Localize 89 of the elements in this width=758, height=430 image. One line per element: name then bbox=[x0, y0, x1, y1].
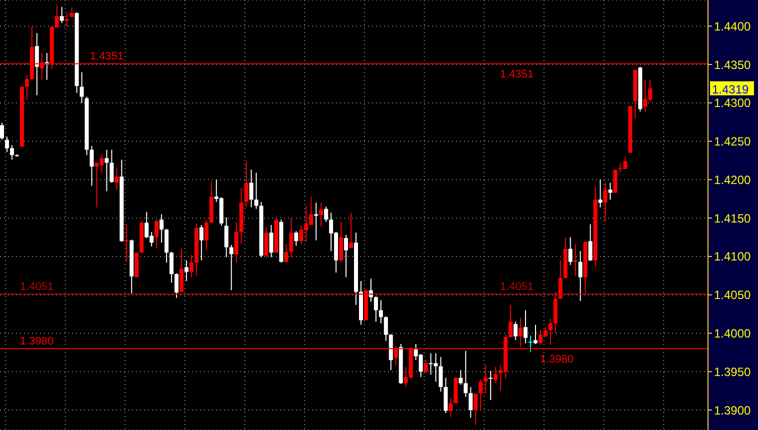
y-tick-label: 1.3900 bbox=[714, 403, 752, 418]
candlestick bbox=[324, 206, 328, 222]
candlestick bbox=[374, 296, 378, 322]
candlestick bbox=[154, 219, 159, 249]
candlestick bbox=[294, 230, 298, 246]
text: 1.4051 bbox=[500, 281, 534, 294]
candlestick bbox=[438, 356, 443, 392]
candlestick bbox=[484, 364, 488, 394]
ref-line-label: 1.4051 bbox=[20, 281, 54, 294]
candlestick bbox=[314, 202, 318, 241]
candlestick bbox=[339, 221, 344, 264]
y-tick-label: 1.4400 bbox=[714, 19, 752, 34]
candlestick bbox=[444, 377, 448, 414]
candlestick bbox=[234, 221, 238, 264]
candlestick bbox=[189, 254, 194, 278]
candlestick bbox=[613, 169, 618, 194]
candlestick bbox=[344, 234, 348, 278]
candlestick bbox=[494, 366, 498, 384]
candlestick bbox=[468, 386, 473, 418]
candlestick bbox=[603, 182, 608, 222]
candlestick bbox=[349, 212, 354, 249]
y-tick-label: 1.4100 bbox=[714, 250, 752, 264]
candlestick bbox=[160, 214, 164, 244]
candlestick bbox=[319, 202, 324, 228]
candlestick bbox=[533, 324, 538, 344]
candlestick bbox=[164, 228, 169, 264]
candlestick bbox=[528, 335, 533, 352]
candlestick bbox=[70, 7, 74, 18]
y-tick-label: 1.4350 bbox=[714, 58, 752, 72]
candlestick bbox=[448, 397, 453, 418]
candlestick bbox=[4, 136, 9, 153]
candlestick bbox=[458, 370, 463, 386]
candlestick bbox=[114, 168, 119, 190]
candlestick bbox=[34, 32, 39, 96]
text: 1.4351 bbox=[500, 68, 534, 81]
candlestick bbox=[514, 321, 518, 341]
candlestick bbox=[104, 149, 109, 192]
candlestick bbox=[0, 122, 4, 140]
candlestick bbox=[488, 370, 493, 401]
candlestick bbox=[110, 149, 114, 184]
y-tick-label: 1.4250 bbox=[714, 134, 752, 149]
y-tick-label: 1.4200 bbox=[714, 172, 752, 187]
candlestick bbox=[588, 224, 592, 262]
candlestick bbox=[224, 216, 228, 258]
candlestick bbox=[424, 360, 428, 374]
candlestick bbox=[229, 244, 234, 291]
candlestick bbox=[578, 250, 582, 302]
candlestick bbox=[508, 304, 513, 338]
y-tick-label: 1.4000 bbox=[714, 326, 752, 341]
candlestick bbox=[170, 251, 174, 284]
candlestick bbox=[24, 74, 29, 100]
y-tick-label: 1.4300 bbox=[714, 96, 752, 110]
candlestick bbox=[598, 179, 602, 208]
candlestick bbox=[378, 300, 383, 324]
candlestick bbox=[184, 260, 188, 282]
candlestick bbox=[10, 144, 14, 160]
candlestick bbox=[199, 224, 204, 261]
candlestick bbox=[244, 160, 248, 208]
text: 1.3980 bbox=[540, 354, 574, 366]
ref-line-label: 1.3980 bbox=[20, 336, 54, 348]
candlestick bbox=[384, 316, 388, 342]
candlestick bbox=[608, 182, 612, 200]
candlestick bbox=[254, 172, 258, 210]
y-tick-label: 1.3950 bbox=[714, 364, 752, 379]
candlestick bbox=[289, 218, 294, 258]
candlestick bbox=[269, 224, 274, 258]
candlestick bbox=[573, 244, 578, 276]
candlestick bbox=[264, 226, 268, 258]
candlestick bbox=[90, 145, 94, 186]
y-tick-label: 1.4150 bbox=[714, 211, 752, 226]
candlestick bbox=[64, 12, 69, 28]
candlestick bbox=[60, 6, 64, 24]
candlestick bbox=[284, 244, 288, 264]
candlestick bbox=[558, 260, 562, 300]
candlestick bbox=[174, 272, 179, 298]
candlestick bbox=[478, 378, 483, 410]
candlestick bbox=[124, 224, 129, 262]
candlestick bbox=[204, 219, 208, 251]
candlestick bbox=[464, 350, 468, 398]
candlestick bbox=[249, 169, 254, 208]
candlestick bbox=[474, 393, 478, 426]
y-tick-label: 1.4050 bbox=[714, 288, 752, 302]
candlestick bbox=[568, 236, 572, 266]
candlestick bbox=[524, 310, 528, 344]
ref-line-label: 1.4351 bbox=[90, 50, 124, 63]
candlestick bbox=[548, 318, 552, 346]
annotation: 1.4319 bbox=[712, 82, 750, 96]
candlestick bbox=[179, 248, 184, 292]
candlestick bbox=[80, 72, 84, 104]
